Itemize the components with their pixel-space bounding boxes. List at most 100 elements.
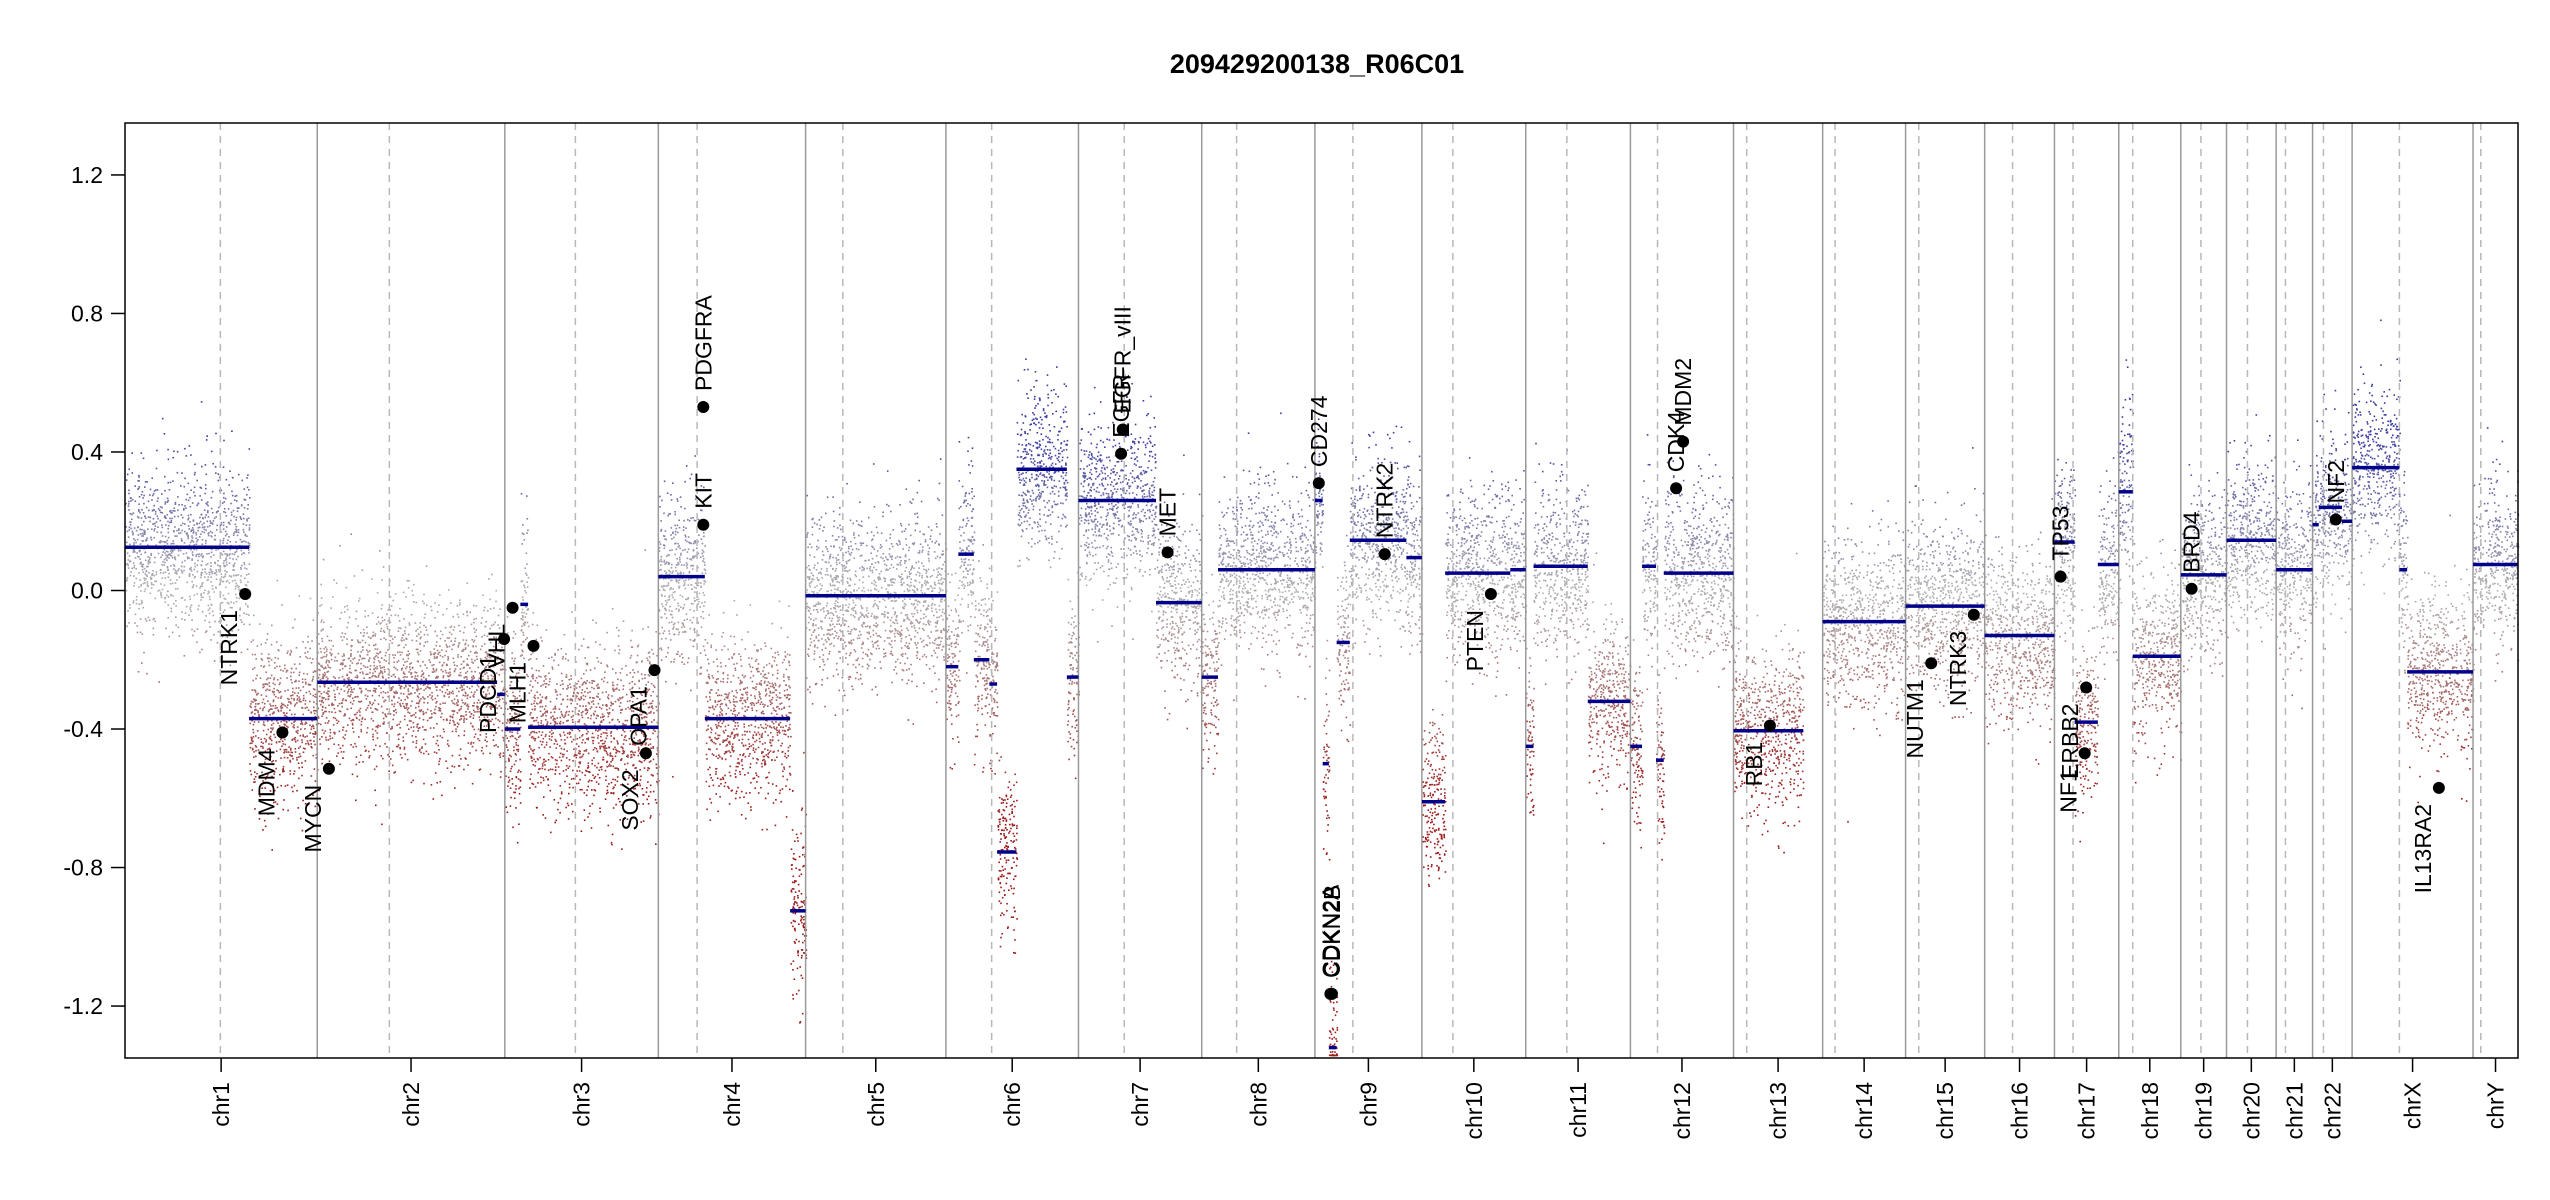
probe-point [328, 639, 330, 642]
probe-point [587, 717, 589, 719]
probe-point [191, 535, 193, 537]
probe-point [594, 764, 596, 767]
probe-point [323, 697, 325, 699]
probe-point [406, 665, 408, 668]
probe-point [198, 604, 200, 607]
probe-point [334, 711, 337, 714]
probe-point [471, 745, 474, 748]
probe-point [204, 542, 207, 545]
probe-point [591, 780, 593, 782]
probe-point [511, 731, 513, 733]
probe-point [346, 638, 348, 640]
probe-point [331, 737, 334, 739]
probe-point [332, 724, 335, 726]
probe-point [452, 713, 455, 716]
probe-point [604, 671, 606, 673]
probe-point [256, 772, 258, 775]
probe-point [182, 553, 185, 555]
probe-point [408, 671, 410, 673]
probe-point [317, 717, 320, 719]
probe-point [675, 527, 678, 530]
probe-point [691, 621, 693, 624]
probe-point [508, 759, 510, 761]
probe-point [676, 524, 679, 527]
probe-point [466, 678, 468, 680]
probe-point [457, 723, 460, 726]
probe-point [403, 718, 406, 721]
probe-point [655, 706, 658, 708]
probe-point [610, 765, 612, 767]
probe-point [695, 555, 698, 557]
probe-point [377, 621, 380, 623]
probe-point [385, 623, 388, 626]
probe-point [414, 675, 417, 677]
probe-point [610, 761, 612, 763]
probe-point [431, 713, 433, 715]
probe-point [630, 696, 633, 699]
probe-point [463, 717, 466, 720]
probe-point [258, 714, 260, 716]
probe-point [678, 579, 681, 581]
probe-point [426, 633, 429, 636]
probe-point [490, 708, 492, 710]
probe-point [343, 678, 346, 681]
probe-point [550, 831, 552, 834]
probe-point [703, 561, 706, 564]
probe-point [249, 705, 251, 707]
probe-point [127, 567, 130, 569]
probe-point [439, 710, 442, 712]
probe-point [216, 511, 218, 513]
probe-point [280, 669, 282, 671]
probe-point [452, 657, 455, 660]
probe-point [395, 745, 398, 748]
probe-point [508, 740, 510, 742]
probe-point [260, 694, 263, 696]
probe-point [368, 659, 370, 661]
probe-point [207, 510, 209, 512]
probe-point [485, 666, 487, 669]
probe-point [627, 754, 629, 757]
probe-point [371, 578, 373, 580]
probe-point [265, 733, 268, 736]
probe-point [228, 602, 230, 605]
probe-point [420, 751, 422, 754]
probe-point [287, 650, 289, 653]
probe-point [210, 551, 213, 554]
probe-point [185, 552, 188, 554]
probe-point [298, 674, 301, 676]
probe-point [195, 543, 198, 545]
probe-point [491, 624, 493, 627]
probe-point [164, 597, 166, 600]
probe-point [274, 801, 277, 803]
probe-point [225, 559, 227, 561]
probe-point [161, 588, 164, 591]
probe-point [641, 677, 644, 680]
probe-point [596, 657, 599, 659]
probe-point [391, 727, 393, 730]
probe-point [644, 716, 646, 718]
probe-point [243, 517, 245, 520]
probe-point [205, 529, 207, 532]
probe-point [358, 600, 360, 602]
probe-point [432, 671, 434, 673]
probe-point [397, 651, 399, 654]
probe-point [190, 566, 192, 569]
probe-point [412, 741, 414, 743]
probe-point [147, 585, 149, 588]
probe-point [369, 671, 371, 674]
probe-point [658, 589, 661, 591]
probe-point [166, 594, 168, 597]
probe-point [526, 673, 528, 676]
probe-point [207, 604, 210, 607]
probe-point [254, 744, 257, 747]
probe-point [286, 715, 288, 718]
probe-point [677, 621, 680, 624]
probe-point [323, 691, 325, 693]
probe-point [696, 584, 698, 586]
probe-point [138, 556, 140, 558]
probe-point [492, 656, 495, 658]
probe-point [256, 645, 259, 647]
probe-point [215, 516, 217, 518]
probe-point [196, 504, 198, 507]
probe-point [210, 581, 212, 583]
